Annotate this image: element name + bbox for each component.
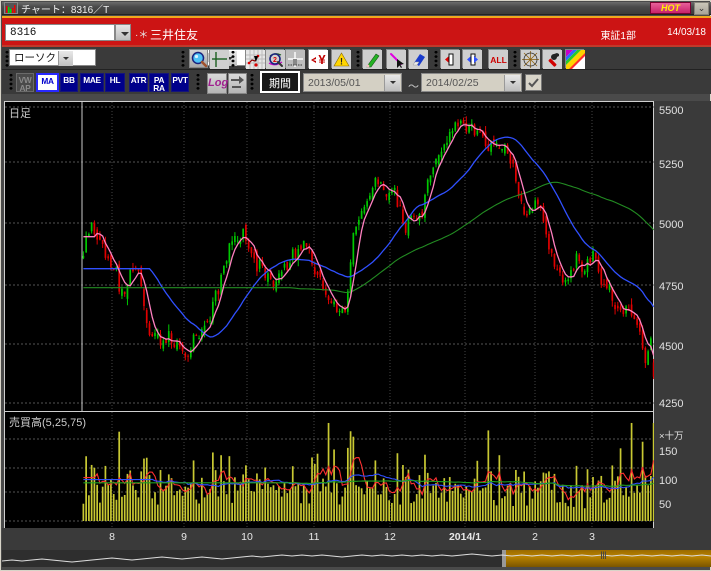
svg-text:!: ! — [340, 57, 343, 67]
svg-text:2: 2 — [273, 57, 277, 64]
svg-text:ALL: ALL — [490, 55, 507, 65]
svg-text:¥: ¥ — [318, 52, 326, 67]
